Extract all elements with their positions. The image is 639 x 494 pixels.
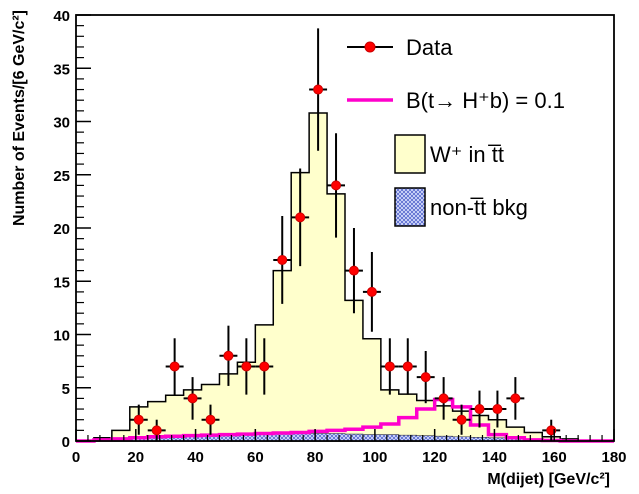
legend-wplus-box [394,134,426,174]
data-point [456,414,467,425]
legend-entry-data: Data [347,35,453,60]
legend-label-wplus: W⁺ in t̅t [430,142,504,167]
x-tick-label: 140 [482,449,507,466]
data-point [384,361,395,372]
data-point [313,84,324,95]
data-point [169,361,180,372]
legend-entry-wplus: W⁺ in t̅t [394,134,504,174]
y-tick-label: 40 [53,8,70,25]
x-tick-label: 0 [72,449,80,466]
legend-nontt-box [394,187,426,227]
y-tick-label: 5 [62,381,70,398]
data-point [331,180,342,191]
x-tick-label: 40 [187,449,204,466]
y-axis-title: Number of Events/[6 GeV/c²] [11,10,28,226]
data-point [420,372,431,383]
y-tick-label: 30 [53,115,70,132]
data-point [474,404,485,415]
legend-label-nontt: non-t̅t bkg [430,195,528,220]
data-point [277,254,288,265]
data-point [187,393,198,404]
y-tick-label: 15 [53,274,70,291]
data-point [241,361,252,372]
plot-area [75,14,615,443]
data-point [151,425,162,436]
data-point [205,414,216,425]
x-tick-label: 80 [307,449,324,466]
y-tick-label: 10 [53,328,70,345]
data-point [295,212,306,223]
x-tick-label: 180 [601,449,626,466]
x-tick-label: 20 [127,449,144,466]
x-tick-label: 120 [422,449,447,466]
data-point [348,265,359,276]
data-point [133,414,144,425]
legend-data-marker [364,41,376,53]
data-point [438,393,449,404]
x-tick-label: 100 [362,449,387,466]
legend-label-signal: B(t→ H⁺b) = 0.1 [406,88,565,113]
data-point [510,393,521,404]
x-tick-label: 160 [542,449,567,466]
legend-label-data: Data [406,35,453,60]
wplus-histogram [76,112,614,442]
y-tick-label: 35 [53,61,70,78]
x-tick-label: 60 [247,449,264,466]
y-tick-label: 0 [62,434,70,451]
y-tick-label: 25 [53,168,70,185]
legend-entry-nontt: non-t̅t bkg [394,187,528,227]
data-point [492,404,503,415]
data-point [402,361,413,372]
y-tick-label: 20 [53,221,70,238]
x-axis-title: M(dijet) [GeV/c²] [487,471,610,488]
legend-entry-signal: B(t→ H⁺b) = 0.1 [347,88,565,113]
legend: Data B(t→ H⁺b) = 0.1 W⁺ in t̅t non-t̅t b… [347,35,565,227]
data-point [366,286,377,297]
data-point [223,350,234,361]
data-point [259,361,270,372]
